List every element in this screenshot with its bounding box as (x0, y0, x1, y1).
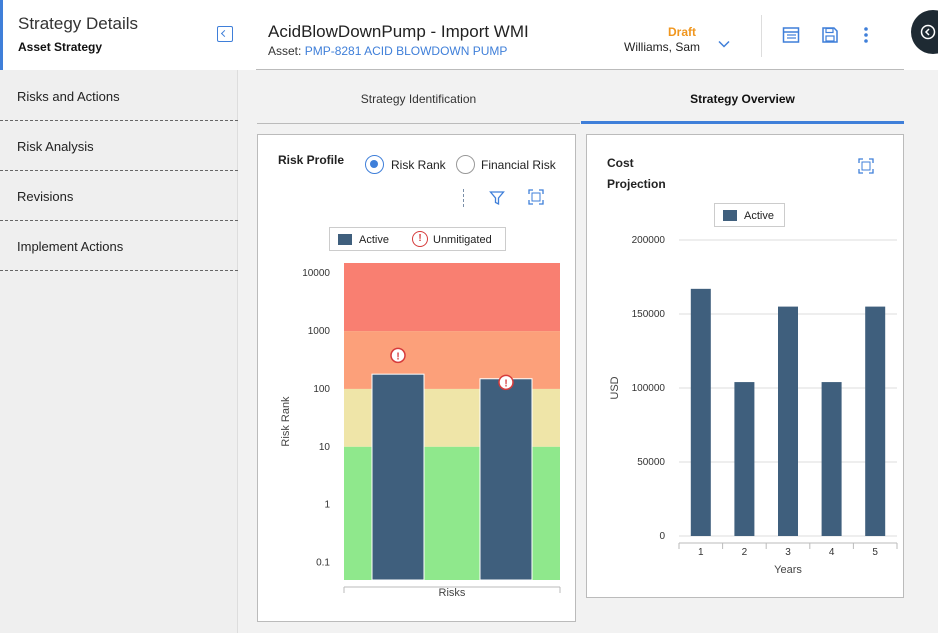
legend-unmitigated-icon: ! (412, 231, 428, 247)
y-tick-label: 100 (313, 384, 330, 395)
cost-projection-chart: 0 50000 100000 150000 200000 USD 1 2 3 4 5 Years (609, 235, 898, 576)
user-name: Williams, Sam (624, 40, 701, 54)
y-tick-label: 1 (324, 500, 330, 511)
y-tick-label: 50000 (637, 457, 665, 468)
more-options-icon[interactable] (857, 26, 875, 44)
tab-strategy-identification[interactable]: Strategy Identification (257, 76, 580, 124)
cost-projection-panel: Cost Projection Active 0 50000 100000 15000… (586, 134, 904, 598)
unmitigated-marker (498, 374, 514, 391)
cost-bar-active (865, 306, 886, 536)
legend-active-label: Active (359, 234, 389, 246)
unmitigated-marker-label: ! (504, 378, 507, 389)
risk-bar-active (371, 373, 425, 581)
y-tick-label: 1000 (308, 326, 331, 337)
save-icon[interactable] (821, 26, 839, 44)
asset-link[interactable]: PMP-8281 ACID BLOWDOWN PUMP (304, 44, 508, 58)
sidebar-header: Strategy Details Asset Strategy (0, 0, 238, 70)
tab-bar: Strategy Identification Strategy Overvie… (257, 76, 904, 124)
expand-icon[interactable] (528, 189, 544, 205)
risk-legend: Active ! Unmitigated (329, 227, 506, 251)
legend-unmitigated-label: Unmitigated (433, 234, 492, 246)
sidebar-title: Strategy Details (18, 14, 138, 33)
x-axis-title: Risks (439, 587, 466, 599)
risk-profile-panel: Risk Profile Risk Rank Financial Risk Ac… (257, 134, 576, 622)
exit-icon (920, 24, 936, 40)
cost-bar-active (778, 306, 798, 536)
status-badge: Draft (668, 25, 697, 39)
y-axis-title: Risk Rank (280, 396, 292, 447)
risk-rank-radio[interactable] (365, 155, 384, 174)
legend-active-swatch (338, 234, 352, 245)
cost-bar-active (690, 288, 711, 536)
sidebar-item-implement-actions[interactable]: Implement Actions (0, 221, 238, 271)
header-divider-line (256, 69, 904, 70)
risk-rank-label: Risk Rank (391, 158, 446, 172)
x-tick-label: 1 (698, 547, 704, 558)
page-title: AcidBlowDownPump - Import WMI (268, 22, 529, 41)
risk-bar-active (479, 378, 533, 581)
page-header: AcidBlowDownPump - Import WMI Asset: PMP… (238, 0, 938, 70)
financial-risk-radio[interactable] (456, 155, 475, 174)
collapse-sidebar-icon[interactable] (217, 26, 233, 42)
sidebar-subtitle: Asset Strategy (18, 40, 103, 54)
y-tick-label: 150000 (632, 309, 666, 320)
cost-projection-title-line2: Projection (607, 177, 666, 191)
unmitigated-marker (390, 347, 406, 364)
x-tick-label: 5 (872, 547, 878, 558)
sidebar-item-risk-analysis[interactable]: Risk Analysis (0, 121, 238, 171)
y-tick-label: 10000 (302, 268, 330, 279)
sidebar-item-revisions[interactable]: Revisions (0, 171, 238, 221)
x-tick-label: 2 (742, 547, 748, 558)
cost-legend: Active (714, 203, 785, 227)
x-axis-title: Years (774, 564, 802, 576)
cost-bar-active (821, 382, 842, 536)
y-tick-label: 10 (319, 442, 331, 453)
y-tick-label: 0 (659, 531, 665, 542)
y-tick-label: 100000 (632, 383, 666, 394)
cost-bar-active (734, 382, 755, 536)
legend-active-swatch (723, 210, 737, 221)
filter-icon[interactable] (489, 190, 505, 206)
asset-prefix: Asset: (268, 44, 302, 58)
cost-projection-title-line1: Cost (607, 156, 634, 170)
risk-profile-title: Risk Profile (278, 153, 345, 167)
x-tick-label: 3 (785, 547, 791, 558)
y-tick-label: 0.1 (316, 558, 330, 569)
financial-risk-label: Financial Risk (481, 158, 556, 172)
risk-band-0 (344, 263, 560, 332)
risk-rank-chart: 0.1 1 10 100 1000 10000 Risk Rank Risks!! (280, 263, 561, 599)
legend-active-label: Active (744, 210, 774, 222)
toolbar-divider (463, 189, 464, 207)
y-tick-label: 200000 (632, 235, 666, 246)
list-view-icon[interactable] (782, 26, 800, 44)
cost-projection-title: Cost Projection (607, 153, 666, 195)
unmitigated-marker-label: ! (396, 351, 399, 362)
header-divider (761, 15, 762, 57)
tab-strategy-overview[interactable]: Strategy Overview (581, 76, 904, 124)
chevron-down-icon[interactable] (718, 38, 730, 50)
sidebar: Strategy Details Asset Strategy Risks an… (0, 0, 238, 633)
expand-icon[interactable] (858, 158, 874, 174)
x-tick-label: 4 (829, 547, 835, 558)
y-axis-title: USD (609, 376, 621, 399)
asset-line: Asset: PMP-8281 ACID BLOWDOWN PUMP (268, 44, 507, 58)
sidebar-item-risks-and-actions[interactable]: Risks and Actions (0, 71, 238, 121)
